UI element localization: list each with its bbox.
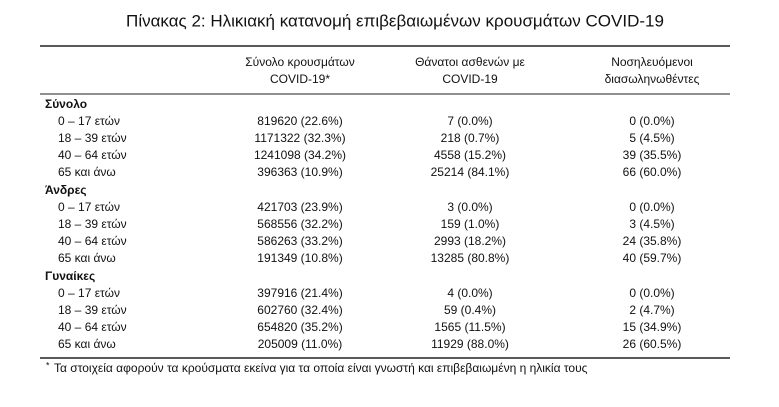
cell: 2 (4.7%) bbox=[629, 303, 674, 317]
cell: 0 (0.0%) bbox=[629, 200, 674, 214]
cell: 602760 (32.4%) bbox=[257, 303, 342, 317]
cell: 66 (60.0%) bbox=[623, 165, 682, 179]
cell: 2993 (18.2%) bbox=[434, 234, 506, 248]
table-title: Πίνακας 2: Ηλικιακή κατανομή επιβεβαιωμέ… bbox=[126, 11, 664, 30]
cell: 0 (0.0%) bbox=[629, 114, 674, 128]
cell: 205009 (11.0%) bbox=[258, 337, 343, 351]
cell: 654820 (35.2%) bbox=[257, 320, 342, 334]
row-label: 18 – 39 ετών bbox=[58, 217, 127, 231]
column-header: Νοσηλευόμενοι bbox=[611, 55, 693, 69]
cell: 568556 (32.2%) bbox=[257, 217, 342, 231]
cell: 3 (4.5%) bbox=[629, 217, 674, 231]
cell: 39 (35.5%) bbox=[623, 148, 682, 162]
cell: 4 (0.0%) bbox=[447, 286, 492, 300]
column-header: διασωληνωθέντες bbox=[605, 72, 700, 86]
cell: 396363 (10.9%) bbox=[257, 165, 342, 179]
cell: 3 (0.0%) bbox=[447, 200, 492, 214]
section-label: Γυναίκες bbox=[45, 269, 95, 283]
cell: 40 (59.7%) bbox=[623, 251, 682, 265]
cell: 11929 (88.0%) bbox=[431, 337, 509, 351]
row-label: 65 και άνω bbox=[58, 337, 116, 351]
row-label: 18 – 39 ετών bbox=[58, 131, 127, 145]
row-label: 0 – 17 ετών bbox=[58, 114, 120, 128]
row-label: 0 – 17 ετών bbox=[58, 200, 120, 214]
cell: 421703 (23.9%) bbox=[257, 200, 342, 214]
cell: 1565 (11.5%) bbox=[434, 320, 505, 334]
cell: 25214 (84.1%) bbox=[431, 165, 510, 179]
cell: 819620 (22.6%) bbox=[257, 114, 342, 128]
row-label: 65 και άνω bbox=[58, 165, 116, 179]
cell: 218 (0.7%) bbox=[441, 131, 500, 145]
row-label: 65 και άνω bbox=[58, 251, 116, 265]
cell: 4558 (15.2%) bbox=[434, 148, 506, 162]
cell: 586263 (33.2%) bbox=[257, 234, 342, 248]
cell: 1171322 (32.3%) bbox=[254, 131, 345, 145]
row-label: 40 – 64 ετών bbox=[58, 148, 127, 162]
row-label: 40 – 64 ετών bbox=[58, 234, 127, 248]
column-header: Σύνολο κρουσμάτων bbox=[245, 55, 355, 69]
row-label: 0 – 17 ετών bbox=[58, 286, 120, 300]
cell: 26 (60.5%) bbox=[623, 337, 682, 351]
footnote-marker: * bbox=[46, 360, 50, 370]
footnote: Τα στοιχεία αφορούν τα κρούσματα εκείνα … bbox=[54, 361, 588, 375]
cell: 15 (34.9%) bbox=[623, 320, 682, 334]
cell: 7 (0.0%) bbox=[447, 114, 492, 128]
column-header: COVID-19 bbox=[442, 72, 498, 86]
cell: 24 (35.8%) bbox=[623, 234, 682, 248]
cell: 1241098 (34.2%) bbox=[254, 148, 346, 162]
cell: 397916 (21.4%) bbox=[257, 286, 342, 300]
section-label: Άνδρες bbox=[45, 183, 87, 197]
cell: 0 (0.0%) bbox=[629, 286, 674, 300]
row-label: 18 – 39 ετών bbox=[58, 303, 127, 317]
cell: 5 (4.5%) bbox=[629, 131, 674, 145]
column-header: COVID-19* bbox=[270, 72, 330, 86]
cell: 159 (1.0%) bbox=[441, 217, 500, 231]
cell: 59 (0.4%) bbox=[444, 303, 496, 317]
column-header: Θάνατοι ασθενών με bbox=[415, 55, 525, 69]
cell: 191349 (10.8%) bbox=[257, 251, 342, 265]
cell: 13285 (80.8%) bbox=[431, 251, 510, 265]
row-label: 40 – 64 ετών bbox=[58, 320, 127, 334]
section-label: Σύνολο bbox=[45, 97, 87, 111]
